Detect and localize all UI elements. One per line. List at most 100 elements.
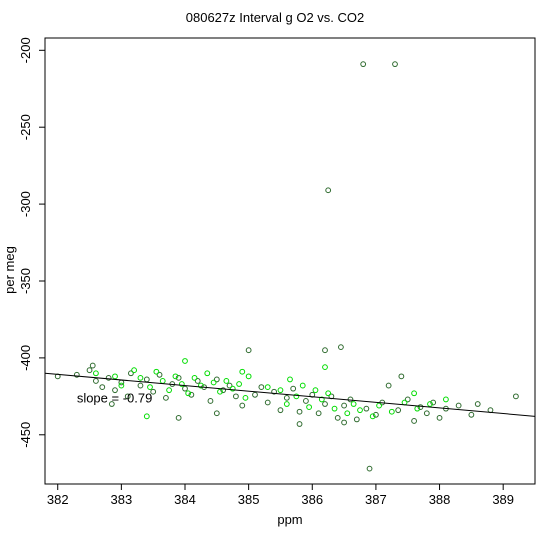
data-point (341, 419, 347, 426)
y-tick-label: -450 (18, 422, 33, 448)
data-point (185, 390, 192, 397)
data-point (322, 347, 328, 354)
data-point (153, 368, 160, 375)
data-point (131, 367, 137, 374)
data-point (455, 402, 462, 409)
plot-frame (44, 37, 536, 485)
data-point (325, 390, 332, 397)
data-point (427, 401, 433, 407)
y-tick-label: -300 (18, 191, 33, 217)
x-tick-label: 383 (111, 492, 133, 507)
y-tick-label: -250 (18, 114, 33, 140)
slope-annotation: slope = -0.79 (77, 390, 153, 405)
data-point (93, 370, 99, 377)
data-point (159, 378, 166, 384)
data-point (353, 416, 360, 423)
data-point (430, 399, 437, 406)
data-point (443, 396, 449, 403)
data-point (299, 382, 306, 389)
x-tick-label: 382 (47, 492, 69, 507)
data-point (373, 411, 379, 418)
data-point (258, 384, 265, 391)
y-tick-label: -200 (18, 37, 33, 63)
x-tick-label: 388 (429, 492, 451, 507)
data-point (290, 385, 297, 392)
data-point (388, 408, 395, 415)
data-point (245, 347, 252, 354)
x-tick-label: 384 (174, 492, 196, 507)
data-point (156, 371, 163, 378)
data-point (166, 387, 172, 394)
x-axis-label: ppm (277, 512, 302, 527)
data-point (108, 401, 115, 407)
data-point (245, 373, 252, 380)
data-point (194, 378, 201, 384)
data-point (252, 391, 258, 398)
data-point (334, 414, 341, 421)
y-tick-label: -350 (18, 268, 33, 294)
data-point (242, 394, 249, 401)
data-point (411, 418, 417, 424)
data-point (210, 379, 217, 386)
points-layer (54, 61, 519, 472)
fit-layer (44, 372, 536, 417)
data-point (360, 61, 367, 68)
data-point (322, 364, 328, 371)
data-point (213, 376, 220, 383)
x-tick-label: 385 (238, 492, 260, 507)
data-point (404, 396, 411, 403)
data-point (264, 384, 271, 391)
data-point (172, 373, 179, 380)
data-point (163, 394, 169, 401)
data-point (401, 399, 408, 406)
data-point (338, 344, 344, 351)
data-point (312, 387, 319, 394)
data-point (223, 378, 230, 384)
data-point (191, 374, 198, 381)
data-point (89, 362, 96, 369)
data-point (363, 405, 370, 412)
data-point (296, 421, 303, 427)
data-point (315, 410, 322, 417)
data-point (93, 378, 99, 384)
data-point (398, 373, 405, 380)
fit-line (44, 372, 536, 417)
data-point (207, 398, 214, 404)
data-point (513, 393, 519, 400)
data-point (217, 388, 223, 395)
data-point (366, 465, 373, 472)
data-point (99, 384, 106, 391)
data-point (198, 382, 204, 389)
data-point (468, 411, 475, 418)
data-point (306, 404, 312, 411)
data-point (236, 381, 242, 387)
data-point (325, 187, 332, 194)
data-point (143, 413, 150, 420)
data-point (423, 410, 430, 417)
data-point (147, 384, 153, 391)
y-axis-label: per meg (2, 246, 17, 294)
data-point (143, 376, 150, 383)
data-point (137, 382, 144, 389)
data-point (293, 393, 300, 400)
data-point (213, 410, 220, 417)
data-point (128, 370, 134, 377)
data-point (283, 401, 290, 407)
data-point (220, 387, 227, 394)
data-point (303, 398, 309, 404)
data-point (105, 374, 112, 381)
x-tick-label: 389 (492, 492, 514, 507)
data-point (347, 396, 354, 403)
data-point (124, 393, 131, 400)
data-point (318, 396, 325, 403)
data-point (182, 358, 188, 364)
data-point (392, 61, 398, 68)
x-axis: 382 383 384 385 386 387 388 389 (47, 484, 514, 507)
data-point (264, 399, 271, 406)
data-point (226, 382, 233, 389)
data-point (344, 410, 351, 417)
data-point (283, 394, 290, 401)
y-tick-label: -400 (18, 345, 33, 371)
data-point (350, 401, 357, 407)
data-point (233, 393, 239, 400)
